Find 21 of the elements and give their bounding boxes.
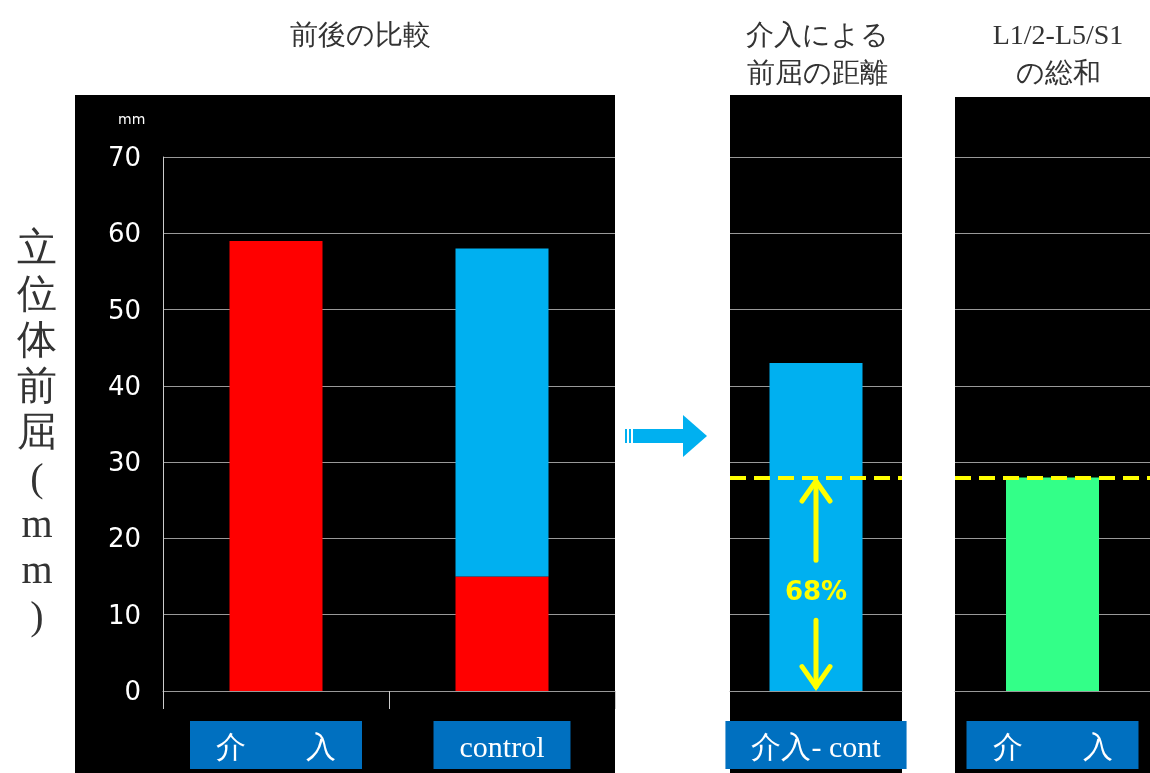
y-tick-label: 50 [107,294,141,325]
y-tick-label: 40 [107,370,141,401]
y-tick-label: 10 [107,599,141,630]
chart-title: 介入による前屈の距離 [745,18,889,88]
y-tick-label: 60 [107,218,141,249]
x-tick-label: control [459,729,545,763]
bar [455,248,549,577]
annotation: 68% [784,575,848,606]
text: mm [118,111,146,127]
y-tick-label: 20 [107,523,141,554]
y-tick-label: 0 [124,676,141,706]
text: 立位体前屈(mm) [17,225,57,638]
chart-title: L1/2-L5/S1 の総和 [992,18,1124,88]
y-tick-label: 70 [107,142,141,172]
bar [229,240,323,691]
chart-title: 前後の比較 [289,18,431,50]
x-tick-label: 介入- cont [751,729,882,763]
x-tick-label: 介 入 [216,729,336,763]
y-tick-label: 30 [107,447,141,478]
x-tick-label: 介 入 [992,729,1113,763]
bar [455,576,549,691]
